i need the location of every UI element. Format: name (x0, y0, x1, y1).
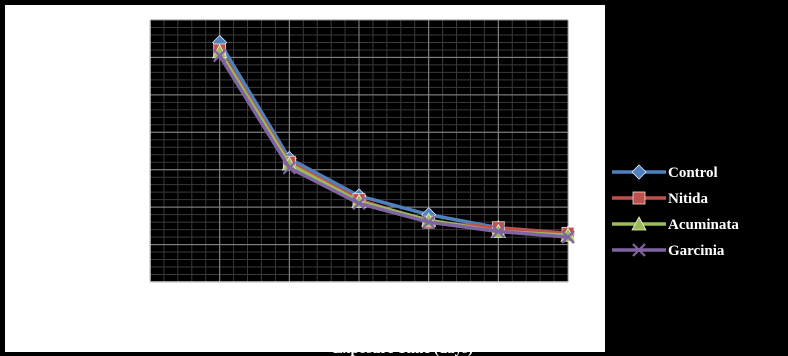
legend-label-nitida: Nitida (668, 191, 709, 207)
x-tick-label: 28 (421, 300, 436, 316)
legend-marker-nitida (632, 191, 646, 205)
series-layer (211, 34, 576, 244)
y-tick-label: 1.2 (109, 50, 128, 66)
y-tick-label: 0.8 (109, 125, 128, 141)
svg-text:Corrosion Rate (mpy) × 10-3: Corrosion Rate (mpy) × 10-3 (40, 60, 58, 240)
y-axis-title-main: Corrosion Rate (mpy) × 10 (42, 68, 58, 240)
y-tick-label: 0.4 (109, 200, 128, 216)
legend-item-acuminata: Acuminata (612, 216, 739, 233)
y-tick-label: 0.2 (109, 238, 128, 254)
y-tick-label: 1.4 (109, 13, 128, 29)
legend-label-control: Control (668, 165, 718, 181)
x-tick-label: 21 (352, 300, 367, 316)
y-tick-label: 0.6 (109, 163, 128, 179)
data-point-garcinia (561, 230, 575, 244)
data-point-garcinia (421, 215, 436, 229)
legend-label-garcinia: Garcinia (668, 243, 725, 259)
series-garcinia (212, 48, 575, 244)
legend-item-nitida: Nitida (612, 191, 709, 207)
series-line-garcinia (218, 54, 569, 239)
data-point-garcinia (352, 196, 366, 211)
x-axis-title: Exposure Time (days) (333, 341, 473, 356)
y-axis-title: Corrosion Rate (mpy) × 10-3 (40, 60, 58, 240)
grid (149, 19, 569, 283)
legend-item-garcinia: Garcinia (612, 243, 725, 259)
axes: 0 0.2 0.4 0.6 0.8 1 1.2 1.4 0 7 14 21 28 35 42 (109, 13, 575, 316)
legend-label-acuminata: Acuminata (668, 217, 739, 233)
legend-marker-garcinia (632, 243, 646, 257)
x-tick-label: 35 (491, 300, 506, 316)
y-tick-label: 1 (121, 88, 129, 104)
legend: Control Nitida Acuminata Garcinia (612, 164, 739, 259)
x-tick-label: 14 (282, 300, 298, 316)
data-point-garcinia (491, 224, 506, 239)
x-tick-label: 42 (561, 300, 576, 316)
y-axis-title-superscript: -3 (40, 60, 51, 68)
data-point-garcinia (212, 48, 227, 63)
x-tick-label: 7 (216, 300, 224, 316)
y-tick-label: 0 (121, 275, 129, 291)
legend-marker-acuminata (631, 216, 647, 231)
x-tick-label: 0 (146, 300, 154, 316)
legend-marker-control (631, 164, 647, 180)
legend-item-control: Control (612, 164, 718, 181)
data-point-garcinia (282, 161, 297, 175)
